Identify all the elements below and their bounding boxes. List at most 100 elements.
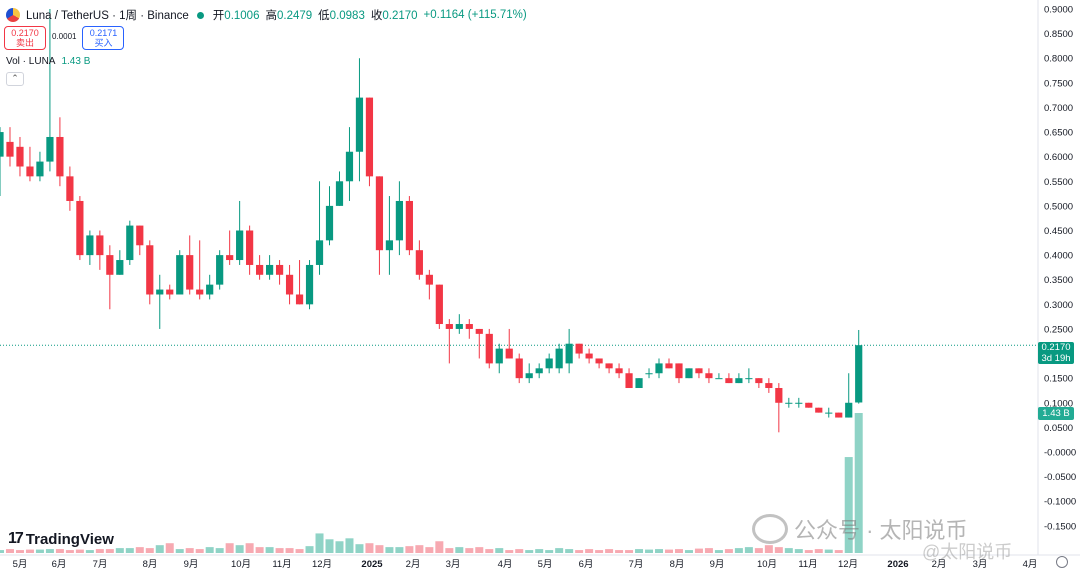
volume-bar [505,550,514,553]
volume-bar [744,547,753,553]
wechat-icon [752,514,788,544]
volume-bar [285,548,294,553]
buy-button[interactable]: 0.2171 买入 [82,26,125,50]
candle-body [96,235,104,256]
candle-body [226,255,234,261]
candle-body [575,343,583,354]
candle-body [835,412,843,418]
volume-bar [155,545,164,553]
y-tick-label: 0.3500 [1044,275,1073,286]
volume-bar [565,549,574,553]
volume-bar [485,549,494,553]
y-tick-label: 0.1000 [1044,398,1073,409]
candle-body [695,368,703,374]
market-open-dot-icon [196,11,204,19]
volume-bar [275,548,284,553]
candle-body [545,358,553,369]
volume-bar [425,547,434,553]
volume-bar [295,549,304,553]
x-tick-label: 2月 [932,559,947,570]
collapse-legend-button[interactable]: ⌃ [6,72,24,86]
volume-bar [135,547,144,553]
volume-bar [225,543,234,553]
candle-body [166,289,174,295]
ohlc-change: +0.1164 (+115.71%) [423,9,527,21]
volume-bar [395,547,404,553]
y-tick-label: 0.9000 [1044,5,1073,16]
candle-body [515,358,523,379]
volume-bar [325,539,334,553]
candle-body [805,402,813,408]
x-tick-label: 5月 [538,559,553,570]
candle-body [265,264,274,275]
candle-body [735,378,743,384]
x-tick-label: 3月 [446,559,461,570]
candle-body [375,176,384,251]
candle-body [355,97,364,152]
y-tick-label: 0.4500 [1044,226,1073,237]
volume-bar [165,543,174,553]
x-tick-label: 8月 [143,559,158,570]
x-tick-label: 12月 [312,559,332,570]
volume-bars [0,413,863,553]
y-tick-label: 0.1500 [1044,374,1073,385]
candle-body [625,373,633,389]
volume-bar [684,550,693,553]
volume-legend: Vol · LUNA 1.43 B [6,56,91,67]
sell-button[interactable]: 0.2170 卖出 [4,26,46,50]
volume-bar [465,548,474,553]
volume-bar [525,550,534,553]
candle-body [635,378,643,389]
candle-body [216,255,224,285]
candle-body [6,141,14,157]
volume-bar [305,546,314,553]
candle-body [246,230,254,265]
settings-icon[interactable] [1056,556,1068,568]
tradingview-mark-icon: 17 [8,530,24,547]
volume-bar [95,549,104,553]
y-tick-label: 0.6000 [1044,152,1073,163]
y-tick-label: 0.6500 [1044,128,1073,139]
candle-body [176,255,184,295]
candle-body [66,176,74,201]
candle-body [455,324,463,329]
volume-bar [415,545,424,553]
tradingview-logo[interactable]: 17 TradingView [8,530,114,548]
volume-bar [385,547,394,553]
x-tick-label: 9月 [184,559,199,570]
candle-body [156,289,164,295]
candle-body [845,402,853,418]
candle-body [275,264,284,275]
candle-body [26,166,34,177]
x-tick-label: 10月 [231,559,251,570]
volume-bar [714,550,723,553]
volume-bar [105,549,114,553]
volume-bar [335,541,344,553]
candle-body [86,235,94,256]
candle-body [186,255,194,290]
volume-bar [834,550,843,553]
x-tick-label: 7月 [93,559,108,570]
volume-bar [664,549,673,553]
candlestick-series [0,9,863,433]
candle-body [46,136,54,162]
candle-body [705,373,713,379]
x-tick-label: 6月 [52,559,67,570]
volume-bar [315,533,324,553]
candle-body [765,383,773,389]
x-tick-label: 4月 [498,559,513,570]
x-tick-label: 12月 [838,559,858,570]
candle-body [146,245,154,295]
volume-bar [824,549,833,553]
symbol-title[interactable]: Luna / TetherUS · 1周 · Binance [26,10,189,22]
x-tick-label: 2025 [361,559,383,570]
volume-bar [255,547,264,553]
x-tick-label: 6月 [579,559,594,570]
volume-bar [405,546,414,553]
volume-bar [145,548,154,553]
y-tick-label: 0.3000 [1044,300,1073,311]
x-tick-label: 8月 [670,559,685,570]
x-tick-label: 11月 [272,559,291,570]
candle-body [36,161,44,177]
